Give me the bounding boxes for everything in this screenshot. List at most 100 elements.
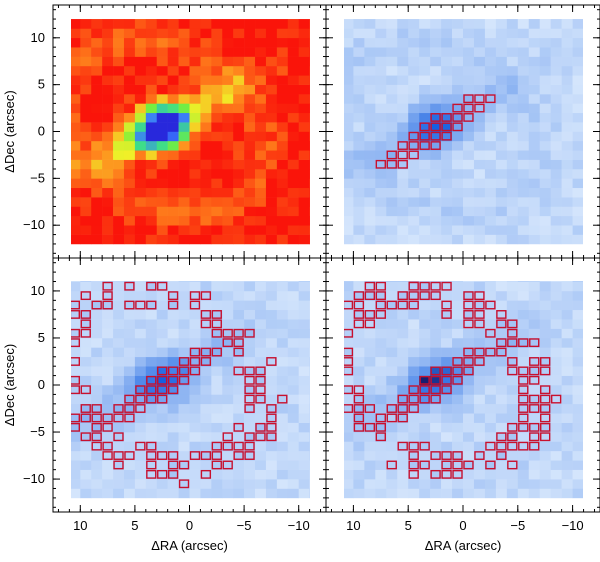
selection-box — [200, 451, 212, 460]
map-pixel — [397, 394, 409, 405]
map-pixel — [572, 385, 583, 395]
map-pixel — [419, 84, 431, 95]
map-pixel — [265, 450, 278, 461]
map-pixel — [397, 28, 409, 39]
map-pixel — [484, 432, 497, 442]
map-pixel — [167, 488, 179, 499]
map-pixel — [539, 300, 551, 311]
map-pixel — [397, 140, 409, 151]
map-pixel — [572, 112, 583, 123]
selection-box — [233, 328, 244, 338]
map-pixel — [331, 28, 342, 38]
map-pixel — [397, 319, 409, 329]
map-pixel — [298, 131, 310, 142]
map-pixel — [386, 150, 398, 160]
selection-box — [364, 319, 376, 329]
map-pixel — [178, 281, 190, 282]
map-pixel — [71, 84, 81, 95]
selection-box — [80, 385, 91, 395]
map-pixel — [298, 225, 310, 235]
map-pixel — [408, 150, 420, 160]
map-pixel — [463, 385, 475, 395]
map-pixel — [156, 187, 168, 198]
map-pixel — [276, 403, 289, 414]
map-pixel — [255, 28, 267, 39]
map-pixel — [473, 159, 486, 170]
map-pixel — [287, 375, 299, 386]
map-pixel — [331, 479, 342, 489]
map-pixel — [156, 178, 168, 189]
map-pixel — [408, 281, 420, 282]
selection-box — [71, 328, 80, 338]
map-pixel — [298, 469, 310, 480]
selection-box — [344, 328, 354, 338]
map-pixel — [584, 94, 595, 104]
map-pixel — [517, 319, 530, 329]
map-pixel — [550, 290, 562, 301]
map-pixel — [287, 140, 299, 151]
map-pixel — [584, 338, 595, 348]
map-pixel — [298, 84, 310, 95]
map-pixel — [233, 84, 245, 95]
map-pixel — [244, 178, 256, 189]
map-pixel — [528, 460, 541, 470]
map-pixel — [331, 225, 342, 235]
map-pixel — [386, 347, 398, 358]
map-pixel — [463, 75, 475, 85]
map-pixel — [473, 460, 486, 470]
map-pixel — [528, 413, 541, 423]
map-pixel — [584, 206, 595, 216]
map-pixel — [397, 432, 409, 442]
selection-box — [146, 281, 157, 291]
map-pixel — [156, 281, 168, 282]
map-pixel — [561, 385, 573, 395]
map-pixel — [200, 112, 212, 123]
map-pixel — [265, 159, 278, 170]
map-pixel — [222, 140, 234, 151]
map-pixel — [584, 394, 595, 404]
map-pixel — [408, 469, 420, 480]
map-pixel — [561, 281, 573, 282]
map-pixel — [506, 103, 519, 114]
map-pixel — [113, 300, 125, 311]
map-pixel — [331, 329, 342, 339]
map-pixel — [156, 234, 168, 245]
map-pixel — [484, 356, 497, 367]
map-pixel — [123, 234, 136, 245]
overlay-bottom-left — [71, 281, 288, 489]
map-pixel — [244, 19, 256, 29]
map-pixel — [495, 168, 508, 179]
map-pixel — [222, 347, 234, 358]
selection-box — [102, 451, 113, 460]
selection-box — [463, 113, 474, 122]
map-pixel — [233, 56, 245, 67]
map-pixel — [287, 309, 299, 320]
map-pixel — [58, 366, 69, 376]
map-pixel — [463, 122, 475, 132]
map-pixel — [80, 300, 92, 311]
map-pixel — [353, 441, 365, 452]
map-pixel — [408, 422, 420, 433]
map-pixel — [123, 469, 136, 480]
map-pixel — [58, 103, 69, 113]
map-pixel — [463, 225, 475, 235]
map-pixel — [473, 19, 486, 29]
selection-box — [211, 328, 222, 338]
map-pixel — [287, 403, 299, 414]
selection-box — [135, 404, 146, 413]
map-pixel — [528, 290, 541, 301]
map-pixel — [298, 441, 310, 452]
map-pixel — [222, 488, 234, 499]
selection-box — [266, 422, 277, 432]
map-pixel — [441, 394, 453, 405]
map-pixel — [71, 450, 81, 461]
map-pixel — [584, 57, 595, 67]
map-pixel — [572, 187, 583, 198]
selection-box — [211, 347, 222, 357]
map-pixel — [80, 432, 92, 442]
map-pixel — [506, 290, 519, 301]
map-pixel — [200, 385, 212, 395]
map-pixel — [506, 197, 519, 207]
map-pixel — [584, 19, 595, 29]
map-pixel — [539, 309, 551, 320]
